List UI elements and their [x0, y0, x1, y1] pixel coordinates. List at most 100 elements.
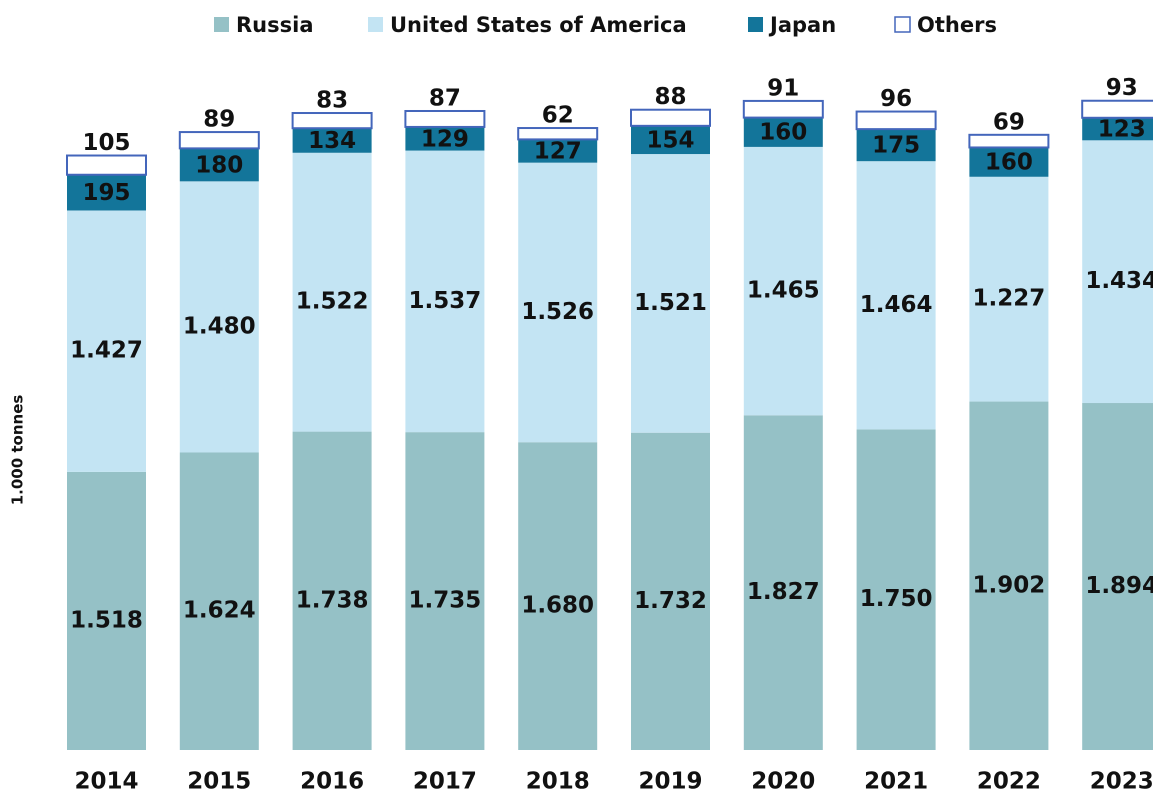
data-label: 1.894	[1085, 573, 1153, 599]
data-label: 1.227	[973, 286, 1046, 312]
data-label: 83	[316, 88, 348, 114]
bar-segment	[855, 110, 937, 131]
data-label: 69	[993, 109, 1025, 135]
data-label: 1.732	[634, 588, 707, 614]
data-label: 1.537	[409, 288, 482, 314]
bar-segment	[518, 442, 598, 750]
data-label: 1.624	[183, 598, 256, 624]
legend-label: United States of America	[390, 13, 687, 37]
data-label: 160	[985, 150, 1033, 176]
data-label: 180	[195, 152, 243, 178]
data-label: 1.427	[70, 338, 143, 364]
bar-segment	[404, 109, 486, 128]
bar-segment	[292, 152, 372, 432]
legend-label: Russia	[236, 13, 314, 37]
data-label: 1.526	[521, 299, 594, 325]
data-label: 105	[82, 130, 130, 156]
bar-segment	[518, 162, 598, 443]
bar-segment	[405, 432, 485, 750]
bar-segment	[66, 154, 147, 176]
y-axis-label: 1.000 tonnes	[9, 395, 27, 506]
data-label: 1.827	[747, 579, 820, 605]
data-label: 123	[1098, 117, 1146, 143]
x-tick-label: 2021	[864, 769, 928, 795]
data-label: 88	[654, 84, 686, 110]
data-label: 62	[542, 103, 574, 129]
legend-swatch	[214, 17, 229, 32]
data-label: 127	[534, 139, 582, 165]
bar-segment	[1082, 140, 1153, 404]
bar-segment	[630, 108, 711, 127]
bar-segment	[292, 431, 372, 750]
x-tick-label: 2019	[638, 769, 702, 795]
bar-segment	[405, 150, 485, 433]
bar-segment	[518, 139, 598, 163]
data-label: 1.902	[973, 572, 1046, 598]
data-label: 195	[82, 180, 130, 206]
data-label: 89	[203, 107, 235, 133]
bar-segment	[67, 471, 146, 750]
bar-segment	[631, 125, 710, 155]
bar-segment	[179, 148, 259, 182]
bar-segment	[969, 147, 1049, 177]
bar-segment	[1081, 99, 1153, 119]
bar-segment	[1082, 403, 1153, 750]
data-label: 1.480	[183, 313, 256, 339]
data-label: 93	[1106, 75, 1138, 101]
x-tick-label: 2022	[977, 769, 1041, 795]
data-label: 1.522	[296, 289, 369, 315]
data-label: 1.521	[634, 290, 707, 316]
bar-segment	[178, 131, 260, 150]
x-tick-label: 2017	[413, 769, 477, 795]
data-label: 1.464	[860, 292, 933, 318]
bar-segment	[743, 415, 823, 750]
bar-segment	[67, 174, 146, 211]
bar-segment	[631, 432, 710, 750]
data-label: 87	[429, 85, 461, 111]
bar-segment	[969, 401, 1049, 750]
x-tick-label: 2023	[1090, 769, 1153, 795]
data-label: 134	[308, 128, 356, 154]
x-tick-label: 2014	[74, 769, 138, 795]
data-label: 1.680	[521, 593, 594, 619]
bar-segment	[631, 154, 710, 433]
x-tick-label: 2015	[187, 769, 251, 795]
bar-segment	[968, 133, 1050, 149]
bar-segment	[969, 176, 1049, 402]
bar-segment	[179, 181, 259, 453]
bar-segment	[517, 127, 599, 141]
x-tick-label: 2016	[300, 769, 364, 795]
data-label: 91	[767, 75, 799, 101]
legend-swatch	[748, 17, 763, 32]
legend-swatch	[894, 16, 911, 33]
bar-segment	[67, 210, 146, 472]
x-tick-label: 2020	[751, 769, 815, 795]
legend-label: Others	[917, 13, 997, 37]
bar-segment	[856, 161, 936, 430]
bar-segment	[743, 117, 823, 147]
bar-segment	[742, 99, 824, 119]
legend-label: Japan	[768, 13, 836, 37]
bar-segment	[405, 126, 485, 151]
data-label: 96	[880, 86, 912, 112]
data-label: 1.750	[860, 586, 933, 612]
legend-swatch	[368, 17, 383, 32]
data-label: 129	[421, 126, 469, 152]
data-label: 1.735	[409, 588, 482, 614]
bar-segment	[179, 452, 259, 750]
bar-segment	[292, 128, 372, 153]
bar-segment	[1082, 117, 1153, 141]
data-label: 1.518	[70, 607, 143, 633]
data-label: 154	[646, 127, 694, 153]
bar-segment	[856, 429, 936, 750]
data-label: 175	[872, 133, 920, 159]
bar-segment	[291, 112, 373, 130]
data-label: 1.434	[1085, 268, 1153, 294]
x-tick-label: 2018	[526, 769, 590, 795]
bar-segment	[856, 129, 936, 162]
data-label: 1.738	[296, 587, 369, 613]
data-label: 1.465	[747, 278, 820, 304]
bar-segment	[743, 146, 823, 416]
data-label: 160	[759, 120, 807, 146]
